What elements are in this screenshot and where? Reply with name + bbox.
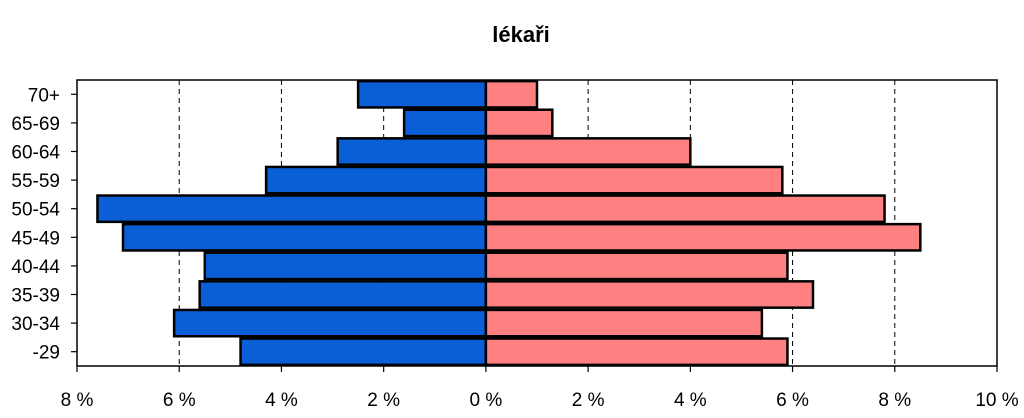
x-tick-label: 8 % <box>61 390 94 411</box>
bars <box>96 79 922 367</box>
left-bar--29 <box>239 337 488 367</box>
left-bar-60-64 <box>336 137 488 166</box>
left-bar-55-59 <box>264 165 488 195</box>
left-bar-30-34 <box>172 308 488 338</box>
y-tick-label: 65-69 <box>11 114 60 135</box>
plot-area-frame <box>76 79 998 367</box>
right-bar-55-59 <box>484 165 784 195</box>
right-bar-60-64 <box>484 137 692 166</box>
right-bar-40-44 <box>484 251 789 281</box>
y-tick-label: 30-34 <box>11 314 60 335</box>
chart-title: lékaři <box>492 22 550 47</box>
left-bar-65-69 <box>402 108 488 138</box>
right-bar-70+ <box>484 79 539 109</box>
x-tick-label: 2 % <box>367 390 400 411</box>
right-bar-35-39 <box>484 280 815 309</box>
y-tick-label: 70+ <box>28 85 60 106</box>
y-tick-label: -29 <box>33 343 60 364</box>
x-axis-labels: 8 % 6 % 4 % 2 % 0 % 2 % 4 % 6 % 8 % 10 % <box>61 366 1019 411</box>
y-tick-label: 55-59 <box>11 171 60 192</box>
y-tick-label: 35-39 <box>11 286 60 307</box>
left-bar-70+ <box>356 79 488 109</box>
x-tick-label: 6 % <box>163 390 196 411</box>
left-bar-50-54 <box>96 194 488 224</box>
left-bar-35-39 <box>198 280 488 309</box>
x-tick-label: 6 % <box>776 390 809 411</box>
right-bar--29 <box>484 337 789 367</box>
x-tick-label: 10 % <box>975 390 1018 411</box>
x-tick-label: 8 % <box>878 390 911 411</box>
right-bar-45-49 <box>484 222 922 252</box>
x-tick-label: 0 % <box>470 390 503 411</box>
x-tick-label: 4 % <box>265 390 298 411</box>
right-bar-65-69 <box>484 108 554 138</box>
y-tick-label: 45-49 <box>11 228 60 249</box>
x-tick-label: 2 % <box>572 390 605 411</box>
y-tick-label: 40-44 <box>11 257 60 278</box>
right-bar-30-34 <box>484 308 764 338</box>
right-bar-50-54 <box>484 194 886 224</box>
y-tick-label: 50-54 <box>11 200 60 221</box>
x-tick-label: 4 % <box>674 390 707 411</box>
y-tick-label: 60-64 <box>11 143 60 164</box>
left-bar-40-44 <box>203 251 488 281</box>
left-bar-45-49 <box>121 222 488 252</box>
y-axis-labels: 70+ 65-69 60-64 55-59 50-54 45-49 40-44 35-39 30… <box>11 85 77 364</box>
